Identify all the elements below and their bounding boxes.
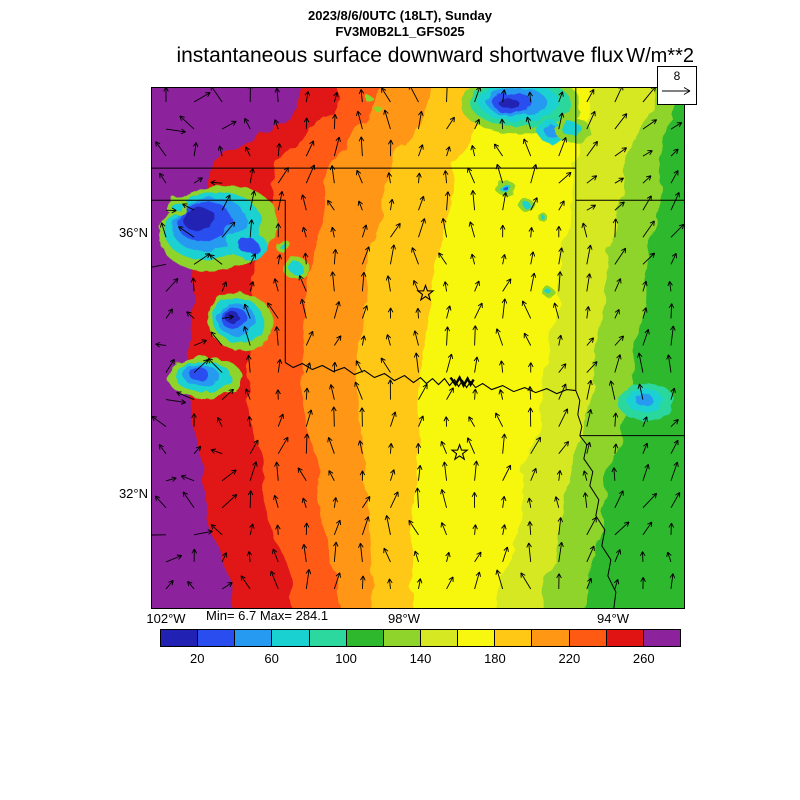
cloud-blobs-layer [158, 88, 674, 421]
star-marker [450, 443, 469, 461]
reference-vector-box: 8 [657, 66, 697, 105]
colorbar-segment [271, 630, 309, 646]
latitude-tick-label: 36°N [118, 225, 148, 240]
colorbar-segment [234, 630, 272, 646]
colorbar-segment [161, 630, 198, 646]
plot-title: instantaneous surface downward shortwave… [176, 44, 624, 67]
min-max-stats: Min= 6.7 Max= 284.1 [206, 608, 329, 623]
model-heading: FV3M0B2L1_GFS025 [335, 24, 465, 39]
colorbar-tick-label: 220 [558, 651, 581, 666]
flux-map-canvas [152, 88, 684, 608]
units-label: W/m**2 [626, 45, 694, 67]
longitude-tick-label: 102°W [146, 611, 186, 626]
longitude-tick-label: 94°W [597, 611, 629, 626]
star-marker [416, 283, 435, 302]
colorbar-segment [345, 630, 383, 646]
colorbar-segment [642, 630, 680, 646]
colorbar-tick-label: 260 [632, 651, 655, 666]
colorbar-segment [419, 630, 458, 646]
colorbar-segment [197, 630, 235, 646]
colorbar-segment [568, 630, 606, 646]
longitude-tick-label: 98°W [388, 611, 420, 626]
colorbar-segment [605, 630, 643, 646]
colorbar [160, 629, 681, 647]
colorbar-segment [457, 630, 495, 646]
latitude-tick-label: 32°N [118, 486, 148, 501]
colorbar-segment [531, 630, 569, 646]
colorbar-tick-label: 100 [335, 651, 357, 666]
wind-vectors-layer [152, 88, 684, 590]
colorbar-segment [382, 630, 420, 646]
lake-texoma [449, 375, 475, 389]
datetime-heading: 2023/8/6/0UTC (18LT), Sunday [308, 8, 492, 23]
state-borders-layer [152, 88, 684, 608]
colorbar-tick-label: 60 [264, 651, 279, 666]
colorbar-tick-label: 140 [409, 651, 432, 666]
reference-vector-arrow-icon [662, 87, 691, 95]
star-markers-layer [416, 283, 469, 461]
red-river [284, 362, 576, 395]
colorbar-segment [308, 630, 346, 646]
colorbar-segment [494, 630, 532, 646]
colorbar-tick-label: 180 [484, 651, 506, 666]
reference-vector-value: 8 [673, 69, 681, 83]
colorbar-tick-label: 20 [189, 651, 205, 666]
map-frame [151, 87, 685, 609]
